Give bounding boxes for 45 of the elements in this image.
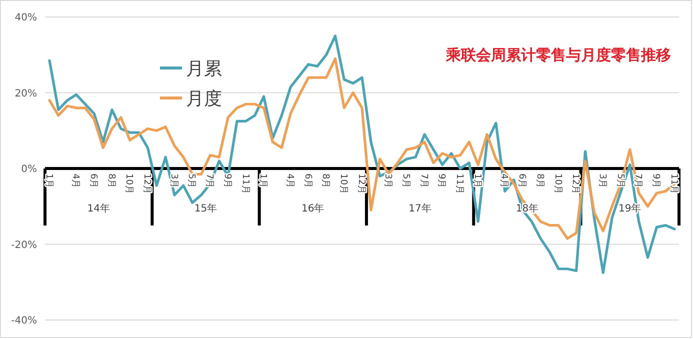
x-tick-label: 7月 <box>204 174 214 188</box>
x-tick-label: 12月 <box>570 174 580 194</box>
x-tick-label: 1月 <box>472 174 482 188</box>
x-tick-label: 12月 <box>142 174 152 194</box>
x-tick-label: 9月 <box>436 174 446 188</box>
x-tick-label: 4月 <box>284 174 294 188</box>
x-tick-label: 7月 <box>418 174 428 188</box>
x-tick-label: 12月 <box>356 174 366 194</box>
x-tick-label: 3月 <box>382 174 393 188</box>
y-tick-label: 20% <box>14 88 37 100</box>
legend-label: 月度 <box>186 88 222 110</box>
x-tick-label: 6月 <box>302 174 312 188</box>
annotation: 15年 <box>194 202 218 214</box>
x-tick-label: 1月 <box>43 174 54 188</box>
x-tick-label: 10月 <box>552 174 562 194</box>
annotation: 14年 <box>87 202 110 214</box>
x-tick-label: 4月 <box>70 174 80 188</box>
x-tick-label: 8月 <box>534 174 544 188</box>
y-tick-label: -20% <box>11 240 37 251</box>
x-tick-label: 8月 <box>320 174 330 188</box>
x-tick-label: 5月 <box>400 174 410 188</box>
x-tick-label: 10月 <box>124 174 134 194</box>
x-tick-label: 6月 <box>516 174 527 188</box>
x-tick-label: 1月 <box>258 174 268 188</box>
legend-label: 月累 <box>186 58 222 80</box>
x-tick-label: 11月 <box>668 174 678 194</box>
x-tick-label: 5月 <box>186 174 196 188</box>
x-tick-label: 9月 <box>650 174 661 188</box>
annotation: 17年 <box>408 202 432 214</box>
x-tick-label: 10月 <box>338 174 348 194</box>
y-tick-label: 0% <box>21 164 37 175</box>
x-tick-label: 6月 <box>88 174 98 188</box>
annotation: 16年 <box>302 202 324 214</box>
x-tick-label: 7月 <box>632 174 643 188</box>
x-tick-label: 3月 <box>596 174 607 188</box>
y-tick-label: 40% <box>14 12 37 24</box>
x-tick-label: 4月 <box>498 174 509 188</box>
x-tick-label: 3月 <box>168 174 178 188</box>
x-tick-label: 11月 <box>240 174 250 194</box>
x-tick-label: 8月 <box>106 174 116 188</box>
x-tick-label: 9月 <box>222 174 232 188</box>
y-tick-label: -40% <box>11 316 37 326</box>
text: 乘联会周累计零售与月度零售推移 <box>445 46 671 64</box>
x-tick-label: 11月 <box>454 174 464 194</box>
x-tick-label: 5月 <box>614 174 625 188</box>
